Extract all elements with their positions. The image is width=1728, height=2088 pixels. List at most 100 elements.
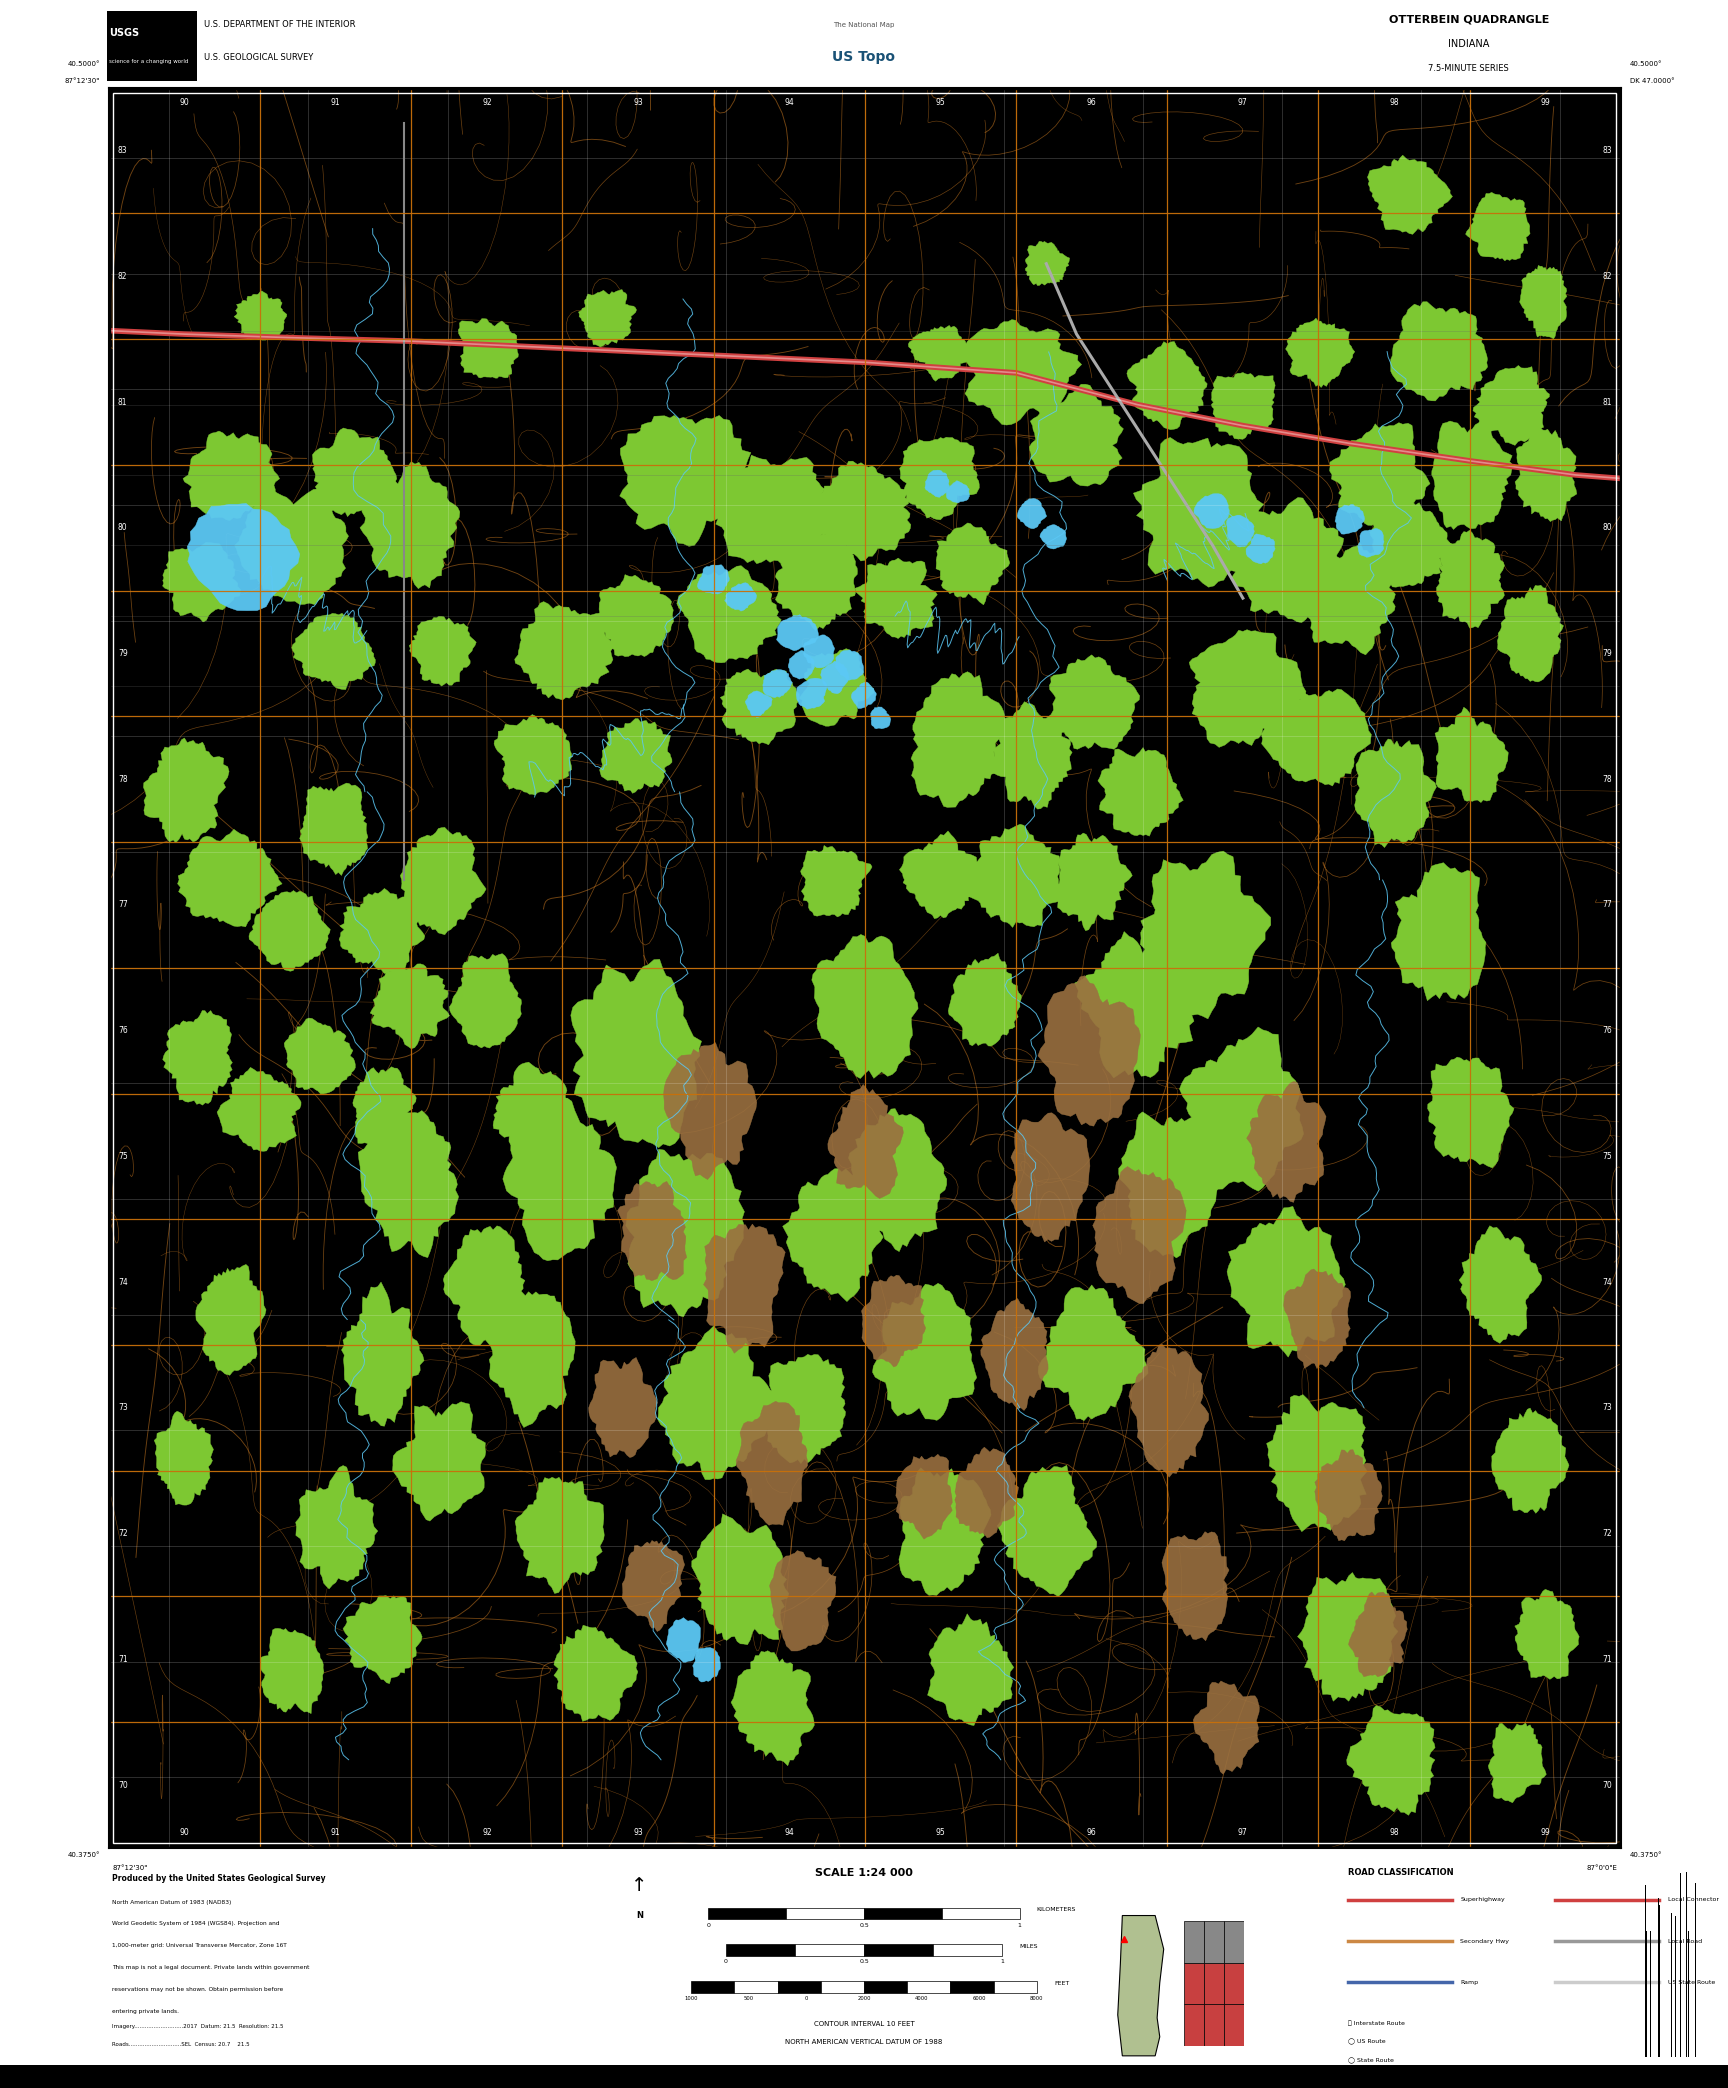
Polygon shape (895, 1453, 952, 1539)
Polygon shape (339, 887, 425, 973)
Polygon shape (162, 1011, 232, 1105)
Polygon shape (1140, 852, 1270, 1019)
Text: CONTOUR INTERVAL 10 FEET: CONTOUR INTERVAL 10 FEET (814, 2021, 914, 2027)
Text: 73: 73 (1602, 1403, 1612, 1411)
Bar (864, 1982, 907, 1992)
Polygon shape (401, 827, 486, 935)
Text: 0.5: 0.5 (859, 1959, 869, 1965)
Text: 76: 76 (1602, 1025, 1612, 1036)
Bar (1184, 2004, 1204, 2046)
Polygon shape (1519, 265, 1567, 338)
Polygon shape (162, 543, 240, 622)
Text: 78: 78 (1602, 775, 1612, 783)
Text: 40.5000°: 40.5000° (67, 61, 100, 67)
Text: 92: 92 (482, 1829, 492, 1837)
Text: 87°12'30": 87°12'30" (66, 77, 100, 84)
Bar (864, 1908, 942, 1919)
Polygon shape (353, 1067, 416, 1148)
Bar (907, 1982, 950, 1992)
Text: 87°12'30": 87°12'30" (112, 1865, 147, 1871)
Polygon shape (677, 566, 781, 662)
Polygon shape (1227, 516, 1255, 547)
Text: Local Connector: Local Connector (1668, 1898, 1719, 1902)
Polygon shape (1298, 1572, 1398, 1702)
Text: reservations may not be shown. Obtain permission before: reservations may not be shown. Obtain pe… (112, 1988, 283, 1992)
Polygon shape (1336, 505, 1365, 535)
Polygon shape (899, 831, 982, 919)
Bar (778, 1982, 821, 1992)
Polygon shape (1391, 303, 1488, 401)
Text: 500: 500 (743, 1996, 753, 2000)
Polygon shape (1118, 1113, 1222, 1257)
Text: MILES: MILES (1020, 1944, 1039, 1950)
Text: 77: 77 (118, 900, 128, 910)
Polygon shape (1284, 1270, 1351, 1368)
Bar (994, 1982, 1037, 1992)
Polygon shape (871, 708, 890, 729)
Polygon shape (299, 783, 368, 875)
Bar (1223, 2004, 1244, 2046)
Polygon shape (1329, 422, 1431, 526)
Polygon shape (843, 1109, 947, 1251)
Polygon shape (1515, 428, 1576, 522)
Text: 70: 70 (118, 1781, 128, 1789)
Polygon shape (392, 1401, 486, 1520)
Polygon shape (736, 1401, 807, 1524)
Polygon shape (1267, 1395, 1367, 1533)
Bar (708, 1908, 786, 1919)
Bar (950, 1982, 994, 1992)
Polygon shape (855, 557, 937, 639)
Polygon shape (956, 1447, 1018, 1537)
Polygon shape (899, 1468, 992, 1595)
Polygon shape (1161, 1533, 1229, 1641)
Polygon shape (617, 1182, 686, 1280)
Polygon shape (1227, 1207, 1346, 1357)
Polygon shape (852, 683, 876, 708)
Polygon shape (626, 1148, 745, 1318)
Text: entering private lands.: entering private lands. (112, 2009, 180, 2013)
Text: 78: 78 (118, 775, 128, 783)
Polygon shape (949, 954, 1021, 1046)
Polygon shape (721, 668, 800, 745)
Polygon shape (798, 649, 874, 727)
Bar (691, 1982, 734, 1992)
Polygon shape (724, 583, 757, 612)
Bar (786, 1908, 864, 1919)
Text: DK 47.0000°: DK 47.0000° (1630, 77, 1674, 84)
Polygon shape (494, 714, 572, 796)
Bar (821, 1982, 864, 1992)
Text: 6000: 6000 (973, 1996, 987, 2000)
Polygon shape (1229, 497, 1346, 622)
Text: ROAD CLASSIFICATION: ROAD CLASSIFICATION (1348, 1867, 1453, 1877)
Polygon shape (1370, 501, 1452, 587)
Text: 0: 0 (724, 1959, 727, 1965)
Text: USGS: USGS (109, 29, 138, 38)
Polygon shape (823, 967, 909, 1046)
Polygon shape (1039, 975, 1140, 1125)
Bar (107, 10, 197, 81)
Text: 7.5-MINUTE SERIES: 7.5-MINUTE SERIES (1429, 65, 1509, 73)
Text: 70: 70 (1602, 1781, 1612, 1789)
Polygon shape (909, 326, 968, 382)
Text: 91: 91 (330, 98, 340, 106)
Polygon shape (183, 430, 280, 520)
Text: U.S. GEOLOGICAL SURVEY: U.S. GEOLOGICAL SURVEY (204, 52, 313, 61)
Text: 80: 80 (1602, 524, 1612, 532)
Text: World Geodetic System of 1984 (WGS84). Projection and: World Geodetic System of 1984 (WGS84). P… (112, 1921, 280, 1927)
Bar (726, 1944, 795, 1956)
Polygon shape (342, 1282, 423, 1426)
Text: 72: 72 (1602, 1528, 1612, 1539)
Text: 82: 82 (118, 271, 128, 280)
Text: 95: 95 (935, 1829, 945, 1837)
Text: U.S. DEPARTMENT OF THE INTERIOR: U.S. DEPARTMENT OF THE INTERIOR (204, 21, 356, 29)
Text: Local Road: Local Road (1668, 1938, 1702, 1944)
Text: This map is not a legal document. Private lands within government: This map is not a legal document. Privat… (112, 1965, 309, 1971)
Text: 1000: 1000 (684, 1996, 698, 2000)
Text: Superhighway: Superhighway (1460, 1898, 1505, 1902)
Polygon shape (486, 1288, 575, 1428)
Polygon shape (1246, 1082, 1325, 1203)
Polygon shape (966, 825, 1061, 927)
Text: 1: 1 (1018, 1923, 1021, 1927)
Text: 90: 90 (180, 1829, 190, 1837)
Polygon shape (622, 1541, 684, 1631)
